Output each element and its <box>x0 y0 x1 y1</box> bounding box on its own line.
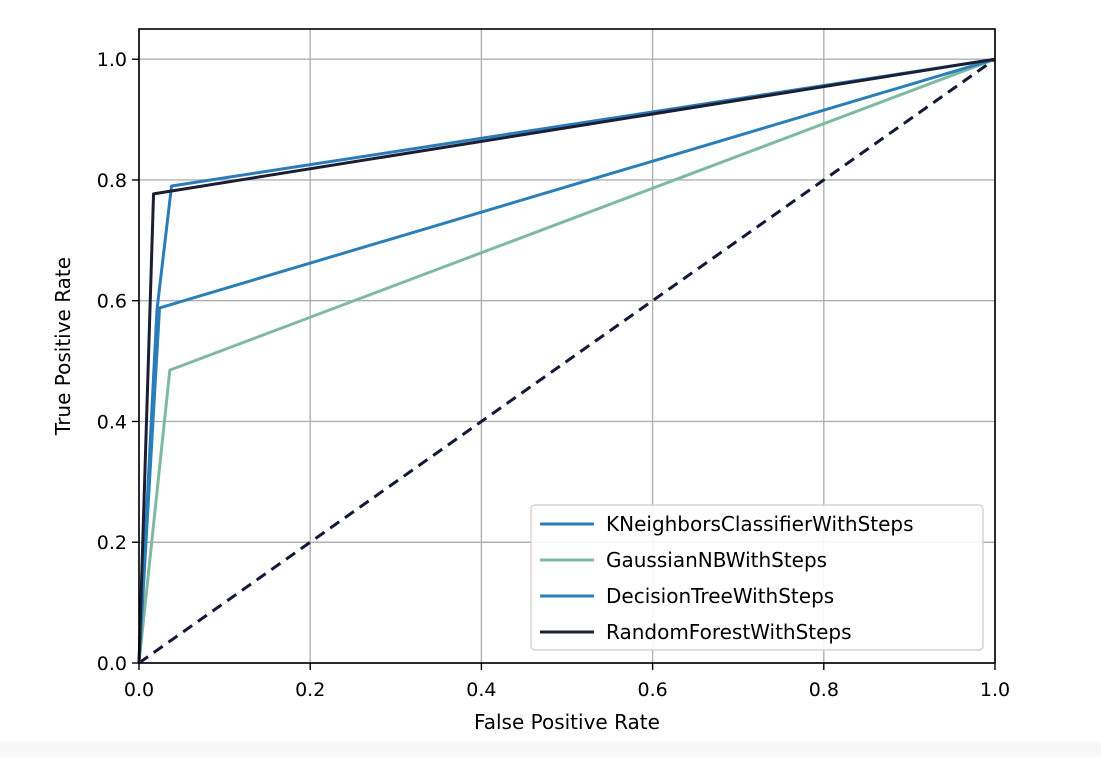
legend-label-2: GaussianNBWithSteps <box>606 548 827 572</box>
legend-label-1: KNeighborsClassifierWithSteps <box>606 512 914 536</box>
legend-label-4: RandomForestWithSteps <box>606 620 852 644</box>
x-tick-label: 0.2 <box>295 679 325 701</box>
plot-frame <box>138 28 996 664</box>
y-tick-label: 1.0 <box>97 49 127 71</box>
y-tick-label: 0.4 <box>97 411 127 433</box>
y-tick-label: 0.6 <box>97 291 127 313</box>
x-tick-label: 1.0 <box>980 679 1010 701</box>
y-axis-label: True Positive Rate <box>51 257 75 436</box>
x-tick-label: 0.6 <box>637 679 667 701</box>
legend: KNeighborsClassifierWithSteps GaussianNBW… <box>530 504 984 651</box>
x-tick-label: 0.4 <box>466 679 496 701</box>
series-line-4 <box>137 57 996 664</box>
y-tick-label: 0.2 <box>97 532 127 554</box>
y-tick-label: 0.0 <box>97 653 127 675</box>
x-tick-label: 0.8 <box>809 679 839 701</box>
legend-box <box>530 504 984 651</box>
x-axis-label: False Positive Rate <box>474 710 660 734</box>
y-tick-label: 0.8 <box>97 170 127 192</box>
tick-layer: 0.0 0.2 0.4 0.6 0.8 1.0 0.0 0.2 0.4 0.6 0.8 1.0 <box>97 49 1010 701</box>
bottom-strip <box>0 742 1101 757</box>
legend-label-3: DecisionTreeWithSteps <box>606 584 834 608</box>
reference-line-layer <box>138 57 996 665</box>
x-tick-label: 0.0 <box>124 679 154 701</box>
legend-items: KNeighborsClassifierWithSteps GaussianNBW… <box>540 512 914 644</box>
chance-reference-line <box>138 57 996 665</box>
series-line-2 <box>137 57 996 664</box>
series-line-3 <box>137 57 996 664</box>
series-layer <box>137 57 996 664</box>
